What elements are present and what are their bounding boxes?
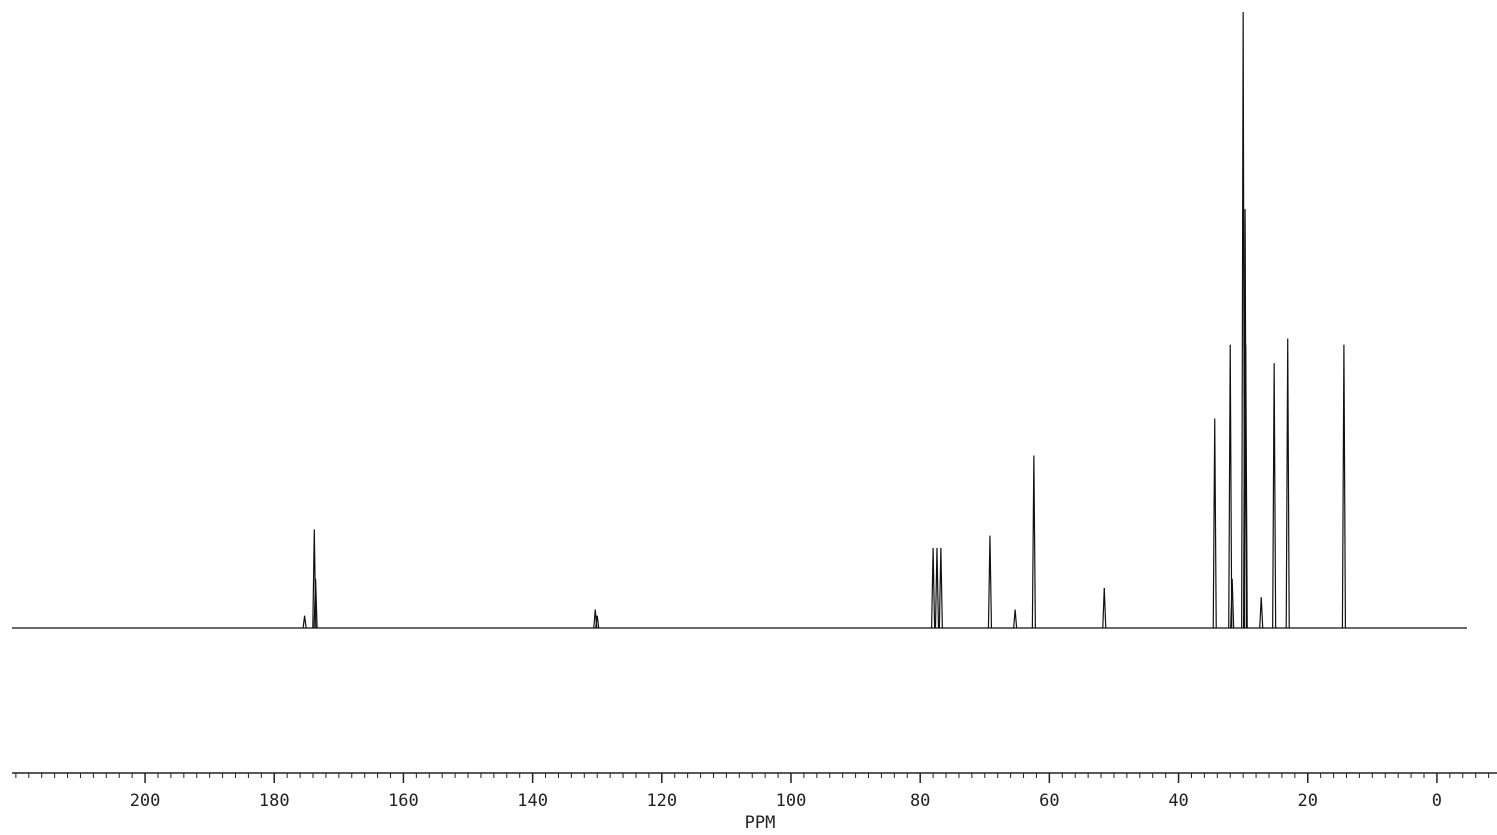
peak [1285,338,1290,629]
x-tick-label: 40 [1168,791,1188,811]
peak [595,615,600,629]
x-tick-label: 20 [1297,791,1317,811]
peak [934,547,940,629]
x-tick-label: 200 [130,791,161,811]
peak [1102,587,1107,629]
peak [1230,578,1235,629]
x-tick-label: 60 [1039,791,1059,811]
x-tick-label: 160 [388,791,419,811]
peak [302,615,307,629]
x-tick-label: 100 [776,791,807,811]
x-tick-label: 0 [1432,791,1442,811]
peak [931,547,936,629]
x-tick-label: 120 [646,791,677,811]
peak [1272,363,1277,629]
peak [1013,609,1018,629]
peak [1341,344,1347,629]
x-axis-label: PPM [745,813,776,833]
x-tick-label: 180 [259,791,290,811]
peak [938,547,943,629]
peak [313,578,318,629]
peak [1243,344,1248,629]
peak [1259,597,1264,629]
peak [1228,344,1233,629]
peak [1031,455,1036,629]
x-tick-label: 80 [910,791,930,811]
peak [1212,418,1217,629]
peak [987,535,993,629]
x-tick-label: 140 [517,791,548,811]
